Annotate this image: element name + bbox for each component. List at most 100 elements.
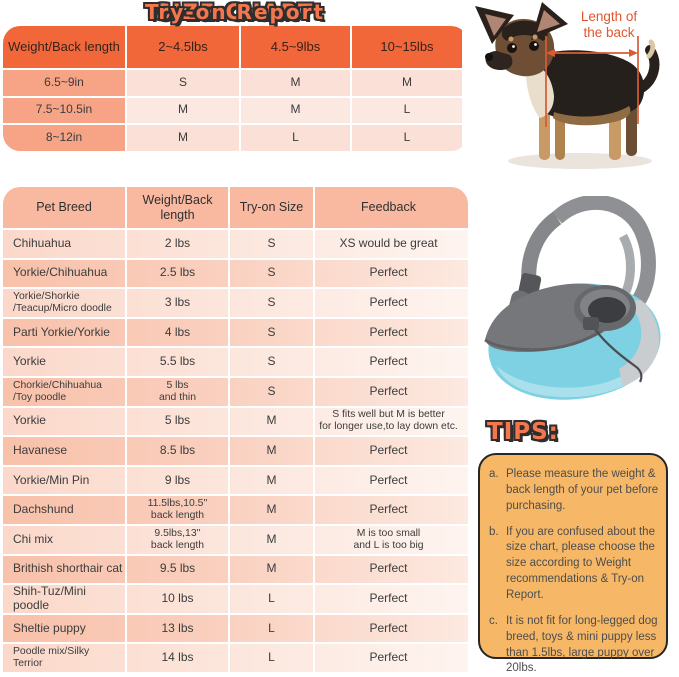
pet-breed-cell: Brithish shorthair cat (3, 555, 127, 584)
feedback-cell: Perfect (369, 354, 408, 369)
table-row: 7.5~10.5in M M L (3, 97, 468, 123)
pet-breed-cell: Shih-Tuz/Mini poodle (3, 584, 127, 613)
header-cell: 4.5~9lbs (241, 26, 352, 68)
tryon-size-cell: M (230, 496, 315, 524)
back-length-label: Length of the back (580, 9, 638, 41)
weight-cell: 13 lbs (127, 614, 230, 643)
table-row: Poodle mix/Silky Terrior 14 lbs L Perfec… (3, 644, 468, 672)
arrow-right-head (629, 49, 638, 57)
pet-breed-cell: Yorkie/Min Pin (3, 466, 127, 495)
table-row: Yorkie/Shorkie /Teacup/Micro doodle 3 lb… (3, 289, 468, 317)
size-chart-header-row: Weight/Back length 2~4.5lbs 4.5~9lbs 10~… (3, 26, 468, 68)
tryon-size-cell: S (230, 318, 315, 347)
header-cell: 2~4.5lbs (127, 26, 241, 68)
tips-item: c. It is not fit for long-legged dog bre… (489, 614, 659, 677)
feedback-cell: Perfect (369, 472, 408, 487)
tips-item: a. Please measure the weight & back leng… (489, 467, 659, 515)
feedback-cell: S fits well but M is better for longer u… (319, 409, 458, 433)
weight-cell: 9 lbs (127, 466, 230, 495)
weight-cell: 8.5 lbs (127, 437, 230, 465)
feedback-cell: Perfect (369, 324, 408, 339)
feedback-cell: Perfect (369, 650, 408, 665)
tryon-size-cell: S (230, 377, 315, 406)
table-row: Parti Yorkie/Yorkie 4 lbs S Perfect (3, 318, 468, 347)
weight-cell: 9.5 lbs (127, 555, 230, 584)
sling-product-photo (484, 196, 661, 400)
pet-breed-cell: Poodle mix/Silky Terrior (3, 644, 127, 672)
tryon-report-table: Pet Breed Weight/Back length Try-on Size… (3, 187, 468, 672)
weight-cell: 11.5lbs,10.5'' back length (127, 496, 230, 524)
table-row: Yorkie/Min Pin 9 lbs M Perfect (3, 466, 468, 495)
tryon-size-cell: M (230, 525, 315, 554)
size-cell: L (352, 97, 462, 123)
feedback-cell: Perfect (369, 502, 408, 517)
tryon-size-cell: S (230, 348, 315, 376)
table-row: Chi mix 9.5lbs,13'' back length M M is t… (3, 525, 468, 554)
chihuahua-photo (475, 2, 660, 169)
tryon-size-cell: S (230, 259, 315, 288)
tryon-size-cell: M (230, 437, 315, 465)
tryon-size-cell: M (230, 555, 315, 584)
size-cell: L (352, 125, 462, 151)
table-row: Yorkie/Chihuahua 2.5 lbs S Perfect (3, 259, 468, 288)
weight-cell: 4 lbs (127, 318, 230, 347)
weight-cell: 9.5lbs,13'' back length (127, 525, 230, 554)
tips-item: b. If you are confused about the size ch… (489, 525, 659, 604)
header-cell: Weight/Back length (127, 187, 230, 228)
feedback-cell: M is too small and L is too big (353, 527, 424, 551)
table-row: 6.5~9in S M M (3, 70, 468, 96)
feedback-cell: Perfect (369, 295, 408, 310)
feedback-cell: Perfect (369, 620, 408, 635)
tryon-size-cell: S (230, 289, 315, 317)
tips-text: It is not fit for long-legged dog breed,… (506, 614, 658, 675)
feedback-cell: XS would be great (339, 235, 438, 250)
tips-text: Please measure the weight & back length … (506, 468, 659, 512)
pet-breed-cell: Havanese (3, 437, 127, 465)
tryon-header-row: Pet Breed Weight/Back length Try-on Size… (3, 187, 468, 228)
feedback-cell: Perfect (369, 561, 408, 576)
row-label-cell: 7.5~10.5in (3, 97, 127, 123)
feedback-cell: Perfect (369, 265, 408, 280)
table-row: 8~12in M L L (3, 125, 468, 151)
weight-cell: 5 lbs and thin (127, 377, 230, 406)
weight-cell: 2 lbs (127, 230, 230, 258)
header-cell: 10~15lbs (352, 26, 462, 68)
size-cell: M (241, 70, 352, 96)
tryon-size-cell: L (230, 585, 315, 613)
size-cell: M (352, 70, 462, 96)
back-length-measure-lines (545, 36, 639, 127)
pet-breed-cell: Dachshund (3, 496, 127, 524)
row-label-cell: 6.5~9in (3, 70, 127, 96)
arrow-left-head (546, 49, 555, 57)
table-row: Yorkie 5.5 lbs S Perfect (3, 348, 468, 376)
pet-breed-cell: Yorkie (3, 348, 127, 376)
size-cell: M (241, 97, 352, 123)
pet-breed-cell: Chihuahua (3, 230, 127, 258)
table-row: Dachshund 11.5lbs,10.5'' back length M P… (3, 496, 468, 524)
feedback-cell: Perfect (369, 383, 408, 398)
tips-box: a. Please measure the weight & back leng… (478, 453, 668, 674)
tips-title: TIPS: (487, 419, 559, 445)
feedback-cell: Perfect (369, 591, 408, 606)
pet-breed-cell: Yorkie/Chihuahua (3, 259, 127, 288)
size-chart-table: Weight/Back length 2~4.5lbs 4.5~9lbs 10~… (3, 26, 468, 151)
weight-cell: 2.5 lbs (127, 259, 230, 288)
pet-breed-cell: Yorkie (3, 407, 127, 436)
weight-cell: 3 lbs (127, 289, 230, 317)
table-row: Sheltie puppy 13 lbs L Perfect (3, 614, 468, 643)
weight-cell: 10 lbs (127, 585, 230, 613)
weight-cell: 5 lbs (127, 407, 230, 436)
header-cell: Pet Breed (3, 187, 127, 228)
pet-breed-cell: Chorkie/Chihuahua /Toy poodle (3, 377, 127, 406)
size-cell: M (127, 125, 241, 151)
pet-breed-cell: Yorkie/Shorkie /Teacup/Micro doodle (3, 289, 127, 317)
weight-cell: 5.5 lbs (127, 348, 230, 376)
size-chart-title: SIZE CHART (155, 0, 315, 24)
tryon-size-cell: M (230, 407, 315, 436)
pet-breed-cell: Chi mix (3, 525, 127, 554)
feedback-cell: Perfect (369, 443, 408, 458)
table-row: Yorkie 5 lbs M S fits well but M is bett… (3, 407, 468, 436)
tryon-size-cell: L (230, 644, 315, 672)
tips-marker: b. (489, 525, 499, 538)
